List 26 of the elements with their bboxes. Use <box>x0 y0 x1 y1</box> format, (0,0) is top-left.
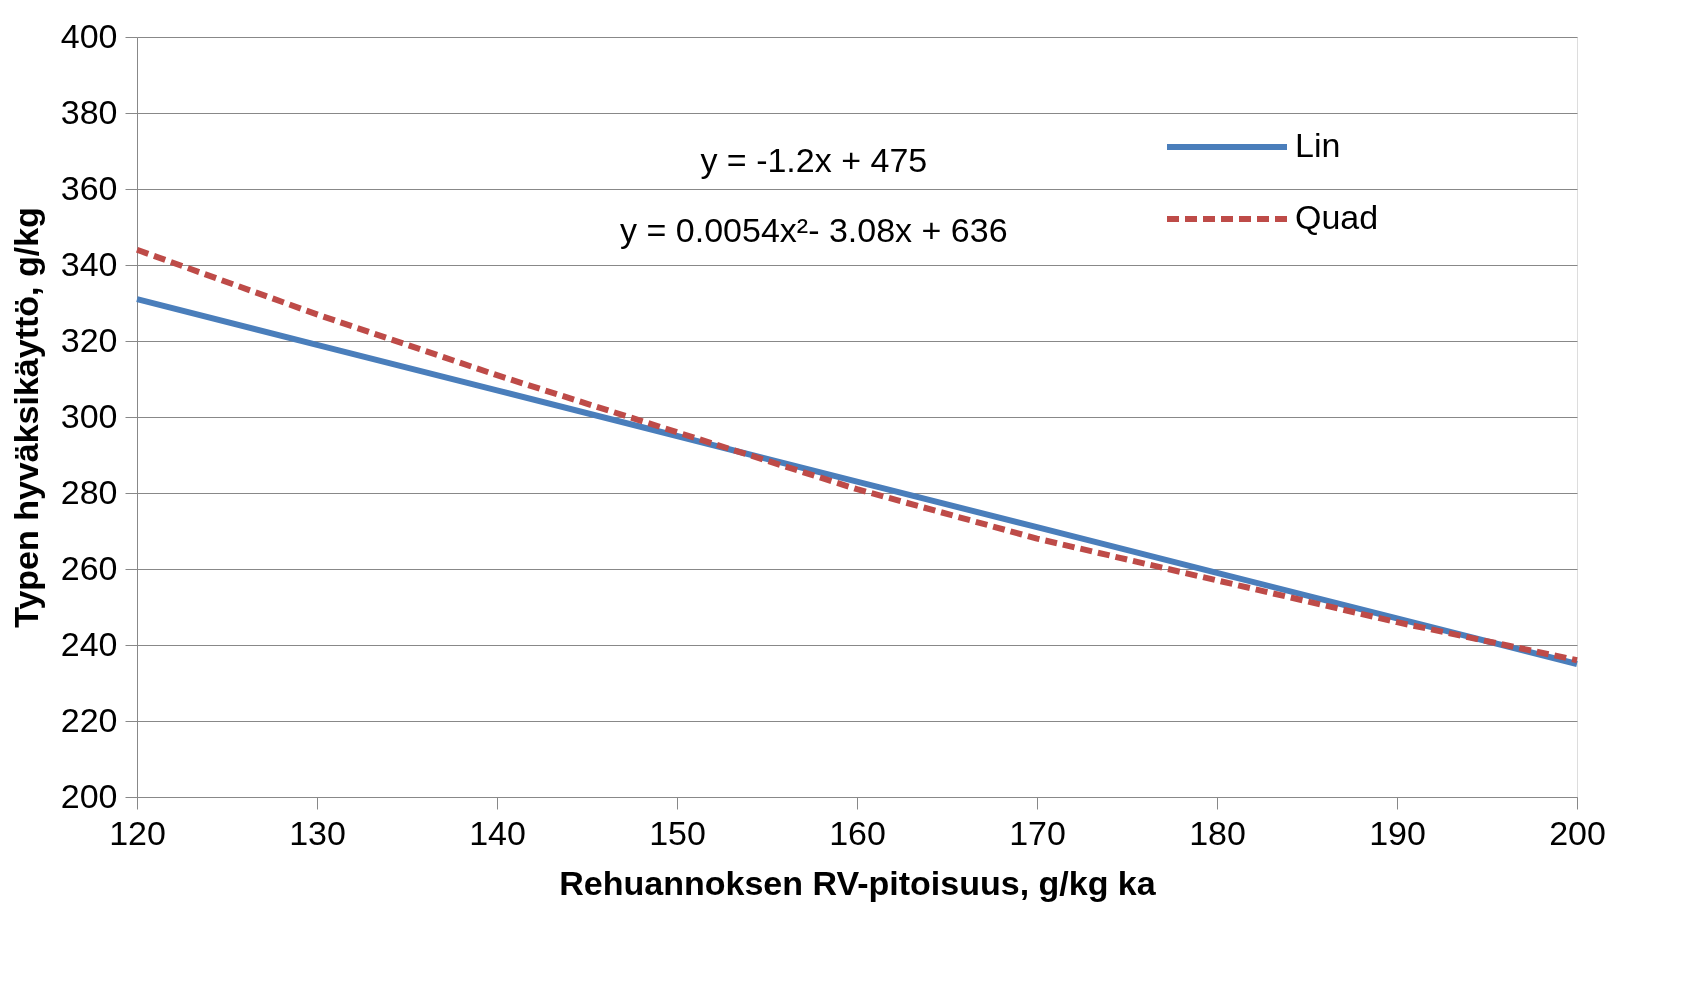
x-tick-label: 160 <box>829 813 886 852</box>
x-tick-label: 170 <box>1009 813 1066 852</box>
x-tick-label: 190 <box>1369 813 1426 852</box>
x-tick-label: 130 <box>289 813 346 852</box>
x-axis-title: Rehuannoksen RV-pitoisuus, g/kg ka <box>559 863 1157 902</box>
annotation: y = -1.2x + 475 <box>700 141 928 179</box>
x-tick-label: 140 <box>469 813 526 852</box>
y-tick-label: 380 <box>60 92 118 131</box>
x-tick-label: 180 <box>1189 813 1246 852</box>
y-tick-label: 240 <box>60 624 118 663</box>
y-tick-label: 280 <box>60 472 118 511</box>
y-tick-label: 200 <box>60 776 118 815</box>
y-tick-label: 300 <box>60 396 118 435</box>
y-tick-label: 360 <box>60 168 118 207</box>
y-axis-title: Typen hyväksikäyttö, g/kg <box>6 207 45 628</box>
y-tick-label: 320 <box>60 320 118 359</box>
y-tick-label: 260 <box>60 548 118 587</box>
y-tick-label: 220 <box>60 700 118 739</box>
x-tick-label: 150 <box>649 813 706 852</box>
x-tick-label: 200 <box>1549 813 1606 852</box>
x-tick-label: 120 <box>109 813 166 852</box>
y-tick-label: 340 <box>60 244 118 283</box>
legend-label: Lin <box>1295 126 1341 164</box>
y-tick-label: 400 <box>60 16 118 55</box>
legend-label: Quad <box>1295 198 1379 236</box>
annotation: y = 0.0054x²- 3.08x + 636 <box>620 211 1008 249</box>
